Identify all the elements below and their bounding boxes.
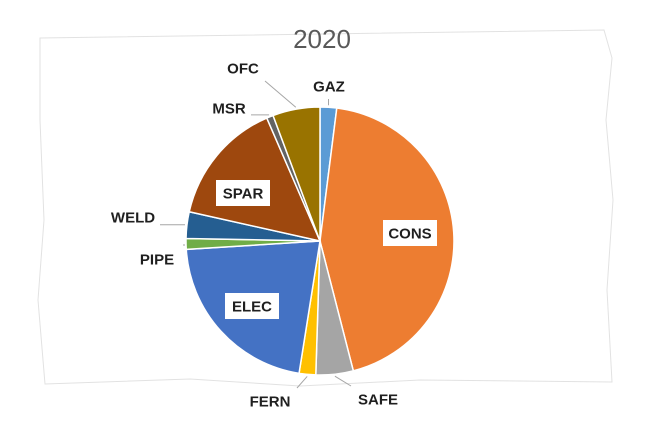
label-box-weld [106,204,160,230]
slice-label-fern: FERN [250,393,291,410]
slice-label-weld: WELD [111,209,155,226]
label-box-elec [225,293,279,319]
slice-label-msr: MSR [212,100,246,117]
leader-line-safe [334,375,352,387]
label-box-gaz [307,73,351,99]
leader-lines [160,80,352,389]
pie-slice-spar [188,117,322,243]
label-box-fern [243,388,297,414]
slice-label-ofc: OFC [227,60,259,77]
label-box-spar [216,180,270,206]
chart-title: 2020 [293,24,351,54]
pie-slice-ofc [272,106,321,242]
label-box-pipe [130,246,184,272]
leader-line-ofc [264,80,297,108]
slice-label-spar: SPAR [223,185,264,202]
label-box-safe [351,386,405,412]
slice-labels: GAZ CONS SAFE FERN ELEC PIPE WELD SPAR MSR OFC [106,55,437,414]
label-box-ofc [221,55,265,81]
slice-label-safe: SAFE [358,391,398,408]
label-box-msr [207,95,251,121]
label-box-cons [383,220,437,246]
slice-label-gaz: GAZ [313,78,345,95]
slice-label-pipe: PIPE [140,251,174,268]
slice-label-elec: ELEC [232,298,272,315]
leader-line-fern [296,376,308,389]
slice-label-cons: CONS [388,225,431,242]
